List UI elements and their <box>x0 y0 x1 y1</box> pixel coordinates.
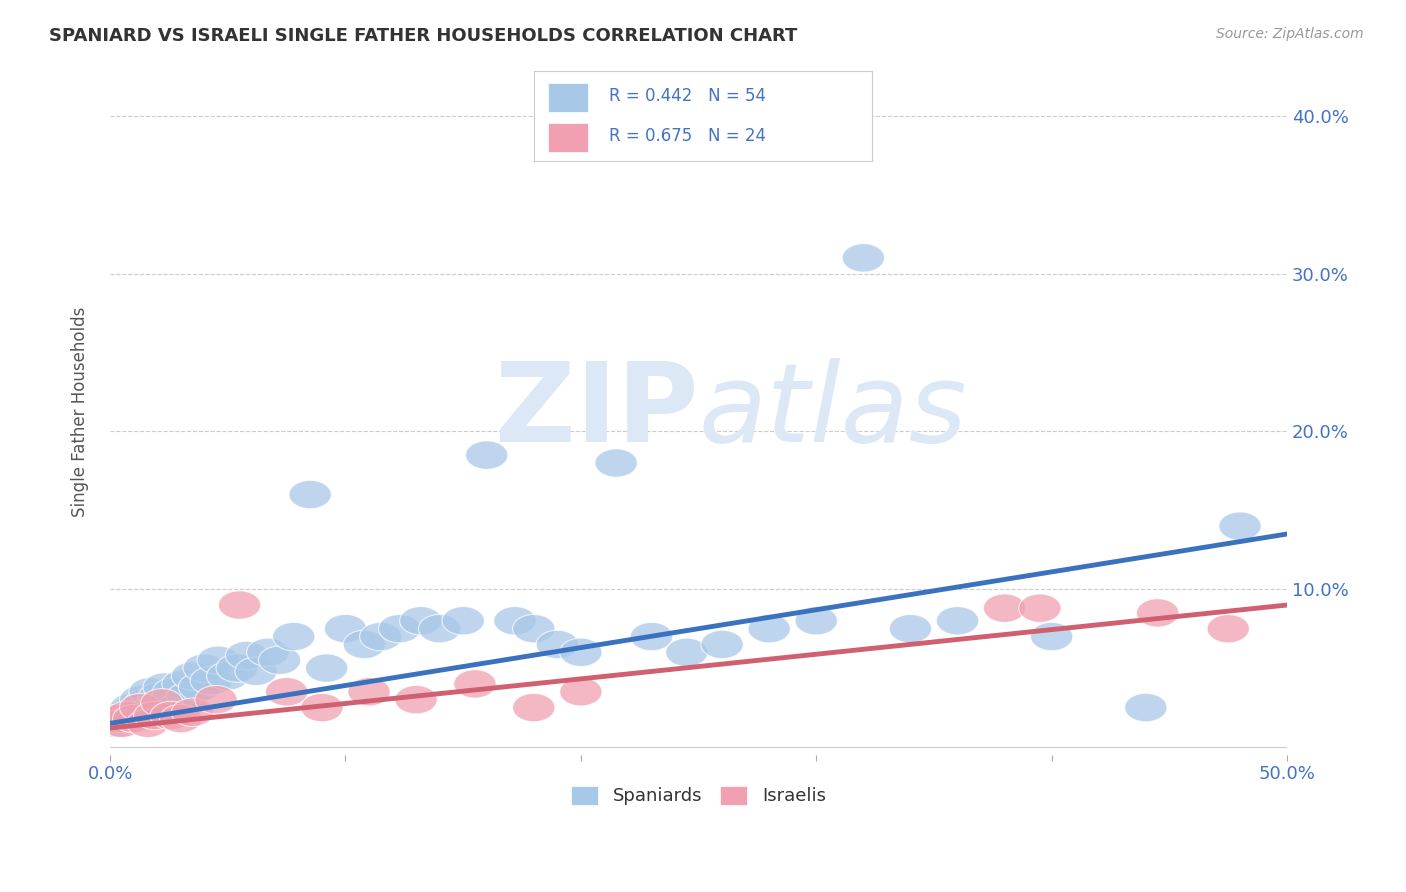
Ellipse shape <box>1019 594 1062 623</box>
Ellipse shape <box>141 689 183 717</box>
Ellipse shape <box>441 607 484 635</box>
Ellipse shape <box>157 693 200 722</box>
Ellipse shape <box>96 705 138 733</box>
Ellipse shape <box>217 654 259 682</box>
Ellipse shape <box>150 701 193 730</box>
Ellipse shape <box>347 678 391 706</box>
Ellipse shape <box>172 662 214 690</box>
Ellipse shape <box>454 670 496 698</box>
Ellipse shape <box>266 678 308 706</box>
Ellipse shape <box>305 654 347 682</box>
Ellipse shape <box>343 631 385 658</box>
Text: atlas: atlas <box>699 359 967 466</box>
Ellipse shape <box>360 623 402 651</box>
Ellipse shape <box>936 607 979 635</box>
Ellipse shape <box>138 682 181 711</box>
Ellipse shape <box>246 638 290 666</box>
FancyBboxPatch shape <box>548 83 588 112</box>
Ellipse shape <box>399 607 441 635</box>
Ellipse shape <box>465 441 508 469</box>
Ellipse shape <box>560 678 602 706</box>
Ellipse shape <box>983 594 1026 623</box>
Ellipse shape <box>513 615 555 643</box>
Ellipse shape <box>190 666 232 695</box>
Ellipse shape <box>195 685 238 714</box>
Ellipse shape <box>143 673 186 701</box>
Text: SPANIARD VS ISRAELI SINGLE FATHER HOUSEHOLDS CORRELATION CHART: SPANIARD VS ISRAELI SINGLE FATHER HOUSEH… <box>49 27 797 45</box>
Text: R = 0.442   N = 54: R = 0.442 N = 54 <box>609 87 765 105</box>
Ellipse shape <box>290 481 332 508</box>
Ellipse shape <box>134 693 176 722</box>
Ellipse shape <box>665 638 709 666</box>
Ellipse shape <box>105 701 148 730</box>
Ellipse shape <box>796 607 838 635</box>
Ellipse shape <box>101 701 143 730</box>
Ellipse shape <box>889 615 932 643</box>
Ellipse shape <box>301 693 343 722</box>
Ellipse shape <box>159 705 202 733</box>
Ellipse shape <box>129 678 172 706</box>
Ellipse shape <box>273 623 315 651</box>
Ellipse shape <box>96 709 138 738</box>
Ellipse shape <box>110 693 152 722</box>
Text: Source: ZipAtlas.com: Source: ZipAtlas.com <box>1216 27 1364 41</box>
Ellipse shape <box>183 654 225 682</box>
Ellipse shape <box>105 705 148 733</box>
Ellipse shape <box>1136 599 1178 627</box>
Ellipse shape <box>325 615 367 643</box>
Ellipse shape <box>207 662 249 690</box>
Ellipse shape <box>127 709 169 738</box>
Ellipse shape <box>1125 693 1167 722</box>
Ellipse shape <box>115 698 157 726</box>
Ellipse shape <box>748 615 790 643</box>
Ellipse shape <box>112 705 155 733</box>
Ellipse shape <box>842 244 884 272</box>
Text: R = 0.675   N = 24: R = 0.675 N = 24 <box>609 128 765 145</box>
Ellipse shape <box>1031 623 1073 651</box>
Y-axis label: Single Father Households: Single Father Households <box>72 307 89 516</box>
Ellipse shape <box>120 693 162 722</box>
Ellipse shape <box>536 631 578 658</box>
Ellipse shape <box>494 607 536 635</box>
Ellipse shape <box>378 615 420 643</box>
Ellipse shape <box>148 689 190 717</box>
Ellipse shape <box>235 657 277 685</box>
Ellipse shape <box>166 682 209 711</box>
Ellipse shape <box>172 698 214 726</box>
Ellipse shape <box>197 646 239 674</box>
Ellipse shape <box>179 673 221 701</box>
FancyBboxPatch shape <box>548 123 588 152</box>
Ellipse shape <box>120 685 162 714</box>
Legend: Spaniards, Israelis: Spaniards, Israelis <box>562 777 835 814</box>
Ellipse shape <box>702 631 744 658</box>
Ellipse shape <box>513 693 555 722</box>
Ellipse shape <box>1206 615 1250 643</box>
Ellipse shape <box>419 615 461 643</box>
Ellipse shape <box>134 701 176 730</box>
Ellipse shape <box>162 670 204 698</box>
Ellipse shape <box>218 591 260 619</box>
Ellipse shape <box>225 641 267 670</box>
Ellipse shape <box>595 449 637 477</box>
Ellipse shape <box>630 623 672 651</box>
Ellipse shape <box>560 638 602 666</box>
Ellipse shape <box>124 689 166 717</box>
Ellipse shape <box>395 685 437 714</box>
Ellipse shape <box>259 646 301 674</box>
Ellipse shape <box>152 678 195 706</box>
Text: ZIP: ZIP <box>495 359 699 466</box>
Ellipse shape <box>101 709 143 738</box>
Ellipse shape <box>1219 512 1261 541</box>
